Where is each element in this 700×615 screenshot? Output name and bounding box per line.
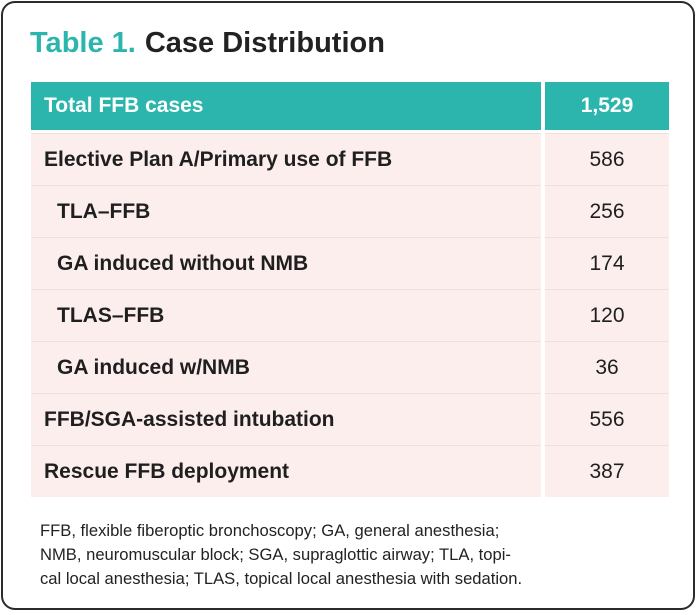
row-value: 586 xyxy=(545,133,669,185)
table-row: FFB/SGA-assisted intubation 556 xyxy=(31,393,669,445)
row-label: GA induced without NMB xyxy=(31,237,541,289)
footnote-line: FFB, flexible fiberoptic bronchoscopy; G… xyxy=(40,521,500,540)
row-value: 174 xyxy=(545,237,669,289)
row-value: 256 xyxy=(545,185,669,237)
case-distribution-table: Total FFB cases 1,529 Elective Plan A/Pr… xyxy=(31,82,669,497)
table-caption: Case Distribution xyxy=(144,27,385,59)
table-number: Table 1. xyxy=(30,27,136,59)
row-label: TLAS–FFB xyxy=(31,289,541,341)
row-label: Elective Plan A/Primary use of FFB xyxy=(31,133,541,185)
row-value: 120 xyxy=(545,289,669,341)
footnote-line: cal local anesthesia; TLAS, topical loca… xyxy=(40,569,523,588)
row-value: 387 xyxy=(545,445,669,497)
table-footnote: FFB, flexible fiberoptic bronchoscopy; G… xyxy=(40,519,680,591)
table-header-row: Total FFB cases 1,529 xyxy=(31,82,669,130)
table-row: GA induced w/NMB 36 xyxy=(31,341,669,393)
table-row: Elective Plan A/Primary use of FFB 586 xyxy=(31,133,669,185)
row-value: 556 xyxy=(545,393,669,445)
table-title: Table 1. Case Distribution xyxy=(30,27,385,60)
header-label: Total FFB cases xyxy=(31,82,541,130)
table-row: GA induced without NMB 174 xyxy=(31,237,669,289)
row-label: Rescue FFB deployment xyxy=(31,445,541,497)
table-row: TLAS–FFB 120 xyxy=(31,289,669,341)
footnote-line: NMB, neuromuscular block; SGA, supraglot… xyxy=(40,545,511,564)
header-value: 1,529 xyxy=(545,82,669,130)
table-row: Rescue FFB deployment 387 xyxy=(31,445,669,497)
row-label: TLA–FFB xyxy=(31,185,541,237)
row-value: 36 xyxy=(545,341,669,393)
table-row: TLA–FFB 256 xyxy=(31,185,669,237)
row-label: FFB/SGA-assisted intubation xyxy=(31,393,541,445)
row-label: GA induced w/NMB xyxy=(31,341,541,393)
